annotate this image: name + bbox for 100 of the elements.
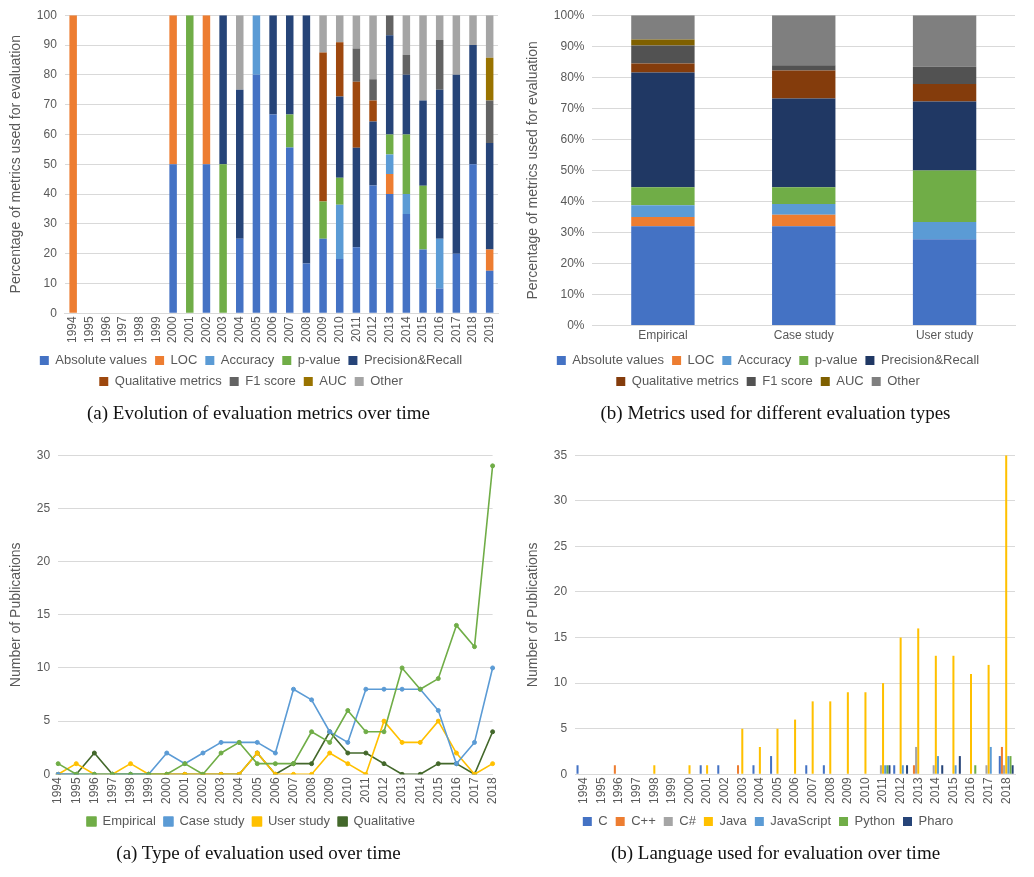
y-tick-label: 40 <box>43 186 58 201</box>
bar <box>974 765 977 774</box>
legend-label: C <box>598 813 608 829</box>
bar <box>882 683 885 774</box>
x-tick-label: 2012 <box>376 776 391 805</box>
y-tick-label: 0 <box>43 766 51 781</box>
x-tick-label: 2004 <box>232 315 247 344</box>
bar <box>319 15 327 53</box>
bar <box>485 270 494 313</box>
bar <box>811 701 814 774</box>
text: (b) Language used for evaluation over time <box>609 842 942 864</box>
bar <box>435 15 444 40</box>
bar <box>285 15 294 115</box>
y-tick-label: 0% <box>567 317 585 332</box>
x-tick-label: 2013 <box>910 776 925 805</box>
bar <box>169 15 177 165</box>
legend-label: Other <box>370 373 404 389</box>
x-tick-label: 1996 <box>98 315 113 344</box>
bar <box>631 39 695 46</box>
text: (b) Metrics used for different evaluation types <box>599 402 952 424</box>
y-tick-label: 15 <box>36 607 51 622</box>
bar <box>772 214 836 227</box>
x-tick-label: 1999 <box>664 776 679 805</box>
bar <box>419 185 427 250</box>
bar <box>912 765 915 774</box>
y-tick-label: 15 <box>553 629 568 644</box>
legend-label: Qualitative metrics <box>114 373 223 389</box>
bar <box>932 765 935 774</box>
x-tick-label: 2006 <box>267 776 282 805</box>
bar <box>236 89 244 239</box>
x-tick-label: 2016 <box>448 776 463 805</box>
bar <box>69 15 77 313</box>
bar <box>917 628 920 774</box>
legend-label: Empirical <box>102 813 157 829</box>
x-tick-label: 2004 <box>752 776 767 805</box>
x-tick-label: 2017 <box>466 776 481 805</box>
bar <box>285 114 294 148</box>
bar <box>252 15 261 75</box>
bar <box>822 765 825 774</box>
x-tick-label: Empirical <box>638 328 688 343</box>
bar <box>794 719 797 774</box>
x-tick-label: 2016 <box>432 315 446 344</box>
y-tick-label: 30% <box>560 224 585 239</box>
legend-label: Python <box>854 813 896 829</box>
bar <box>236 15 244 90</box>
y-axis-title: Percentage of metrics used for evaluation <box>524 41 541 300</box>
bar <box>202 15 211 165</box>
x-tick-label: 2013 <box>382 315 397 344</box>
bar <box>369 185 377 313</box>
bar <box>435 238 444 289</box>
x-tick-label: 2012 <box>365 315 380 344</box>
bar <box>985 765 988 774</box>
x-tick-label: 2000 <box>681 776 696 805</box>
x-tick-label: 2015 <box>430 776 445 805</box>
bar <box>631 72 695 188</box>
x-tick-label: 1994 <box>65 315 80 344</box>
y-tick-label: 10 <box>553 675 568 690</box>
x-tick-label: 2018 <box>465 315 480 344</box>
bar <box>970 674 973 774</box>
bar <box>485 249 494 271</box>
y-tick-label: 20% <box>560 255 585 270</box>
y-tick-label: 5 <box>560 721 568 736</box>
x-tick-label: 2002 <box>198 315 213 344</box>
x-tick-label: 1999 <box>148 315 163 344</box>
bar <box>452 253 461 313</box>
bar <box>576 765 579 774</box>
legend-label: Java <box>719 813 748 829</box>
bar <box>741 728 744 774</box>
x-tick-label: 1995 <box>593 776 608 805</box>
y-tick-label: 30 <box>553 493 568 508</box>
legend-label: Precision&Recall <box>363 352 463 368</box>
legend-label: JavaScript <box>770 813 832 829</box>
x-tick-label: 2015 <box>415 315 430 344</box>
bar <box>452 15 461 75</box>
y-tick-label: 60 <box>43 126 58 141</box>
x-tick-label: 2009 <box>321 776 336 805</box>
x-tick-label: 2009 <box>840 776 855 805</box>
bar <box>419 249 427 313</box>
y-tick-label: 0 <box>560 766 568 781</box>
x-tick-label: 2008 <box>298 315 313 344</box>
legend-label: Case study <box>179 813 245 829</box>
bar <box>952 655 955 774</box>
bar <box>169 164 177 313</box>
y-tick-label: 10% <box>560 286 585 301</box>
bar <box>912 84 977 102</box>
bar <box>772 70 836 99</box>
legend-label: Absolute values <box>55 352 148 368</box>
legend-label: AUC <box>836 373 864 389</box>
x-tick-label: 1998 <box>122 776 137 805</box>
bar <box>989 746 992 774</box>
bar <box>631 187 695 206</box>
bar <box>899 637 902 774</box>
bar <box>335 204 344 260</box>
y-tick-label: 50% <box>560 162 585 177</box>
bar <box>879 765 882 774</box>
bar <box>1000 746 1003 774</box>
bar <box>772 65 836 71</box>
y-tick-label: 50 <box>43 156 58 171</box>
x-tick-label: 2019 <box>481 315 496 344</box>
legend-label: Pharo <box>918 813 954 829</box>
